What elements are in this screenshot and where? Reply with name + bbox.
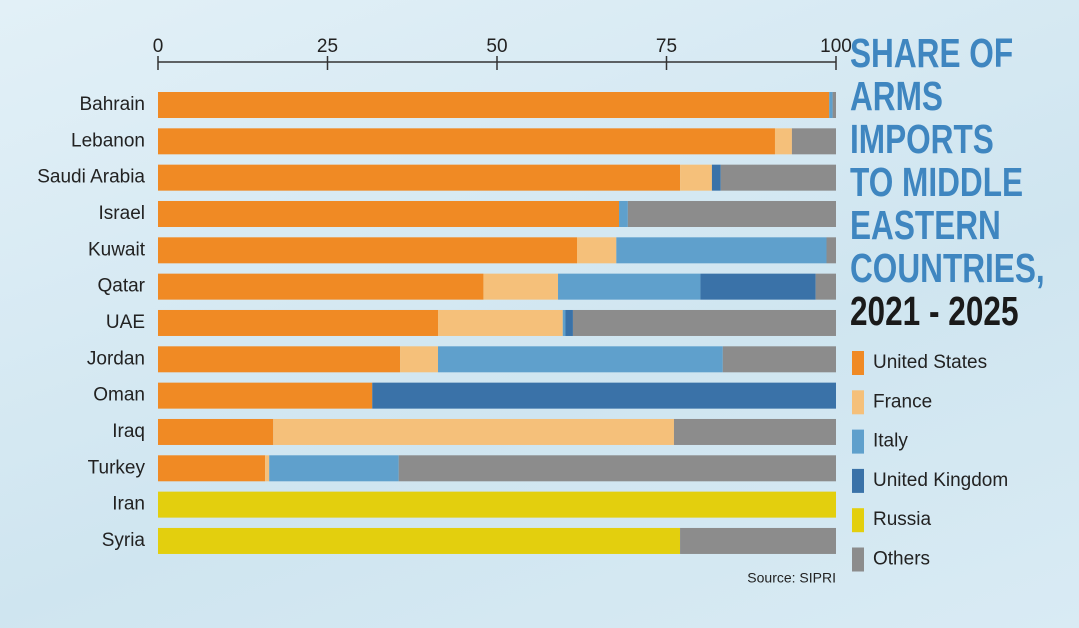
bar-segment [372, 382, 836, 409]
source: Source: SIPRI [747, 570, 836, 586]
bar-segment [815, 273, 836, 300]
y-tick-label: Israel [99, 203, 145, 224]
bar-segment [619, 200, 628, 227]
bar-segment [273, 418, 674, 445]
bar-segment [158, 455, 266, 482]
legend-swatch [852, 508, 864, 533]
bar-segment [438, 346, 723, 373]
bar-segment [158, 237, 578, 264]
y-tick-label: Iraq [112, 421, 145, 442]
bar-segment [483, 273, 559, 300]
legend-swatch [852, 390, 864, 415]
bar-segment [826, 237, 836, 264]
bar-segment [158, 164, 681, 191]
y-tick-label: Bahrain [80, 94, 146, 115]
bar-segment [158, 382, 373, 409]
legend-swatch [852, 547, 864, 572]
bar-segment [158, 200, 620, 227]
legend-label: United Kingdom [873, 470, 1008, 491]
y-tick-label: Oman [93, 385, 145, 406]
x-tick-label: 50 [486, 36, 507, 57]
bar-segment [400, 346, 439, 373]
bar-segment [558, 273, 701, 300]
title-block: SHARE OF ARMS IMPORTS TO MIDDLE EASTERN … [850, 30, 1045, 334]
bar-segment [774, 128, 792, 155]
bar-segment [158, 273, 484, 300]
bar-segment [438, 309, 563, 336]
y-tick-label: Iran [112, 494, 145, 515]
bar-segment [627, 200, 836, 227]
y-tick-label: Jordan [87, 348, 145, 369]
bar-segment [158, 491, 836, 518]
bar-segment [832, 92, 836, 118]
legend-swatch [852, 351, 864, 375]
y-tick-label: Qatar [97, 276, 145, 297]
y-tick-label: Saudi Arabia [37, 167, 145, 188]
bar-segment [158, 309, 439, 336]
bar-segment [158, 346, 401, 373]
legend-label: United States [873, 352, 987, 373]
legend-label: Others [873, 549, 930, 570]
chart-subtitle: 2021 - 2025 [850, 288, 1019, 334]
bar-segment [673, 418, 836, 445]
y-tick-label: Lebanon [71, 130, 145, 151]
bar-segment [572, 309, 836, 336]
bar-segment [158, 527, 681, 554]
bar-segment [565, 309, 573, 336]
bar-segment [265, 455, 270, 482]
legend-swatch [852, 468, 864, 493]
bar-segment [158, 418, 274, 445]
bar-segment [700, 273, 816, 300]
x-tick-label: 0 [153, 36, 164, 57]
bar-segment [562, 309, 566, 336]
legend-swatch [852, 429, 864, 454]
x-tick-label: 100 [820, 36, 852, 57]
y-tick-label: Syria [102, 530, 146, 551]
bar-segment [791, 128, 836, 155]
legend-label: France [873, 391, 932, 412]
x-tick-label: 25 [317, 36, 338, 57]
bar-segment [577, 237, 617, 264]
y-tick-label: Kuwait [88, 239, 146, 260]
x-tick-label: 75 [656, 36, 677, 57]
chart-title: SHARE OF ARMS IMPORTS TO MIDDLE EASTERN … [850, 30, 1045, 291]
bar-segment [616, 237, 827, 264]
y-tick-label: UAE [106, 312, 145, 333]
bar-segment [398, 455, 836, 482]
bar-segment [722, 346, 836, 373]
legend-label: Italy [873, 431, 908, 452]
bar-segment [720, 164, 836, 191]
bar-segment [158, 128, 775, 155]
y-tick-label: Turkey [88, 457, 146, 478]
bar-segment [711, 164, 721, 191]
bar-segment [829, 92, 833, 118]
legend-label: Russia [873, 509, 932, 530]
bar-segment [158, 92, 830, 118]
bar-segment [680, 527, 836, 554]
bar-segment [269, 455, 399, 482]
bar-segment [680, 164, 712, 191]
